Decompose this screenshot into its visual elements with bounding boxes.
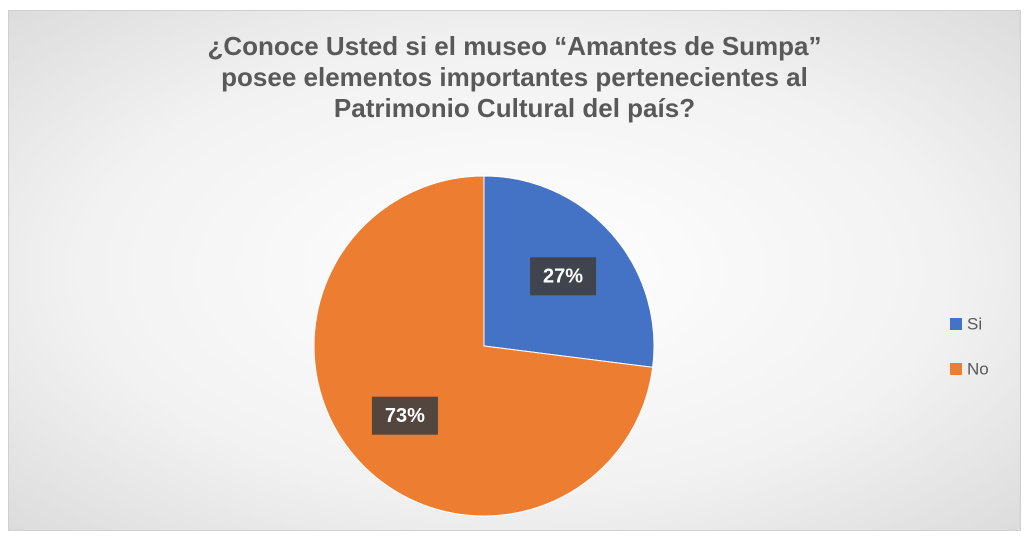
data-label: 73% [385,405,425,427]
title-box: ¿Conoce Usted si el museo “Amantes de Su… [9,31,1020,124]
data-label-box [371,396,438,435]
chart: 27% 73% Si No [313,175,989,517]
legend-label: Si [967,314,982,333]
chart-area: ¿Conoce Usted si el museo “Amantes de Su… [8,10,1021,531]
legend-label: No [967,359,989,378]
data-label: 27% [543,266,583,288]
data-label-box [530,257,597,296]
legend-swatch [950,318,962,330]
legend-swatch [950,363,962,375]
chart-title: ¿Conoce Usted si el museo “Amantes de Su… [207,31,822,123]
